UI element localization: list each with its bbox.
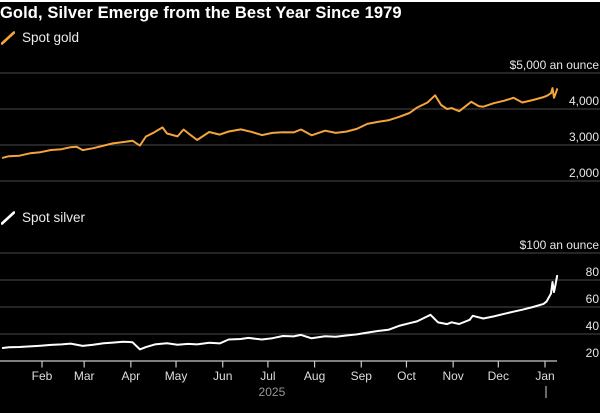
silver-slash-icon [1,210,15,225]
month-tick-label: Dec [488,369,509,383]
month-tick-label: Feb [32,369,53,383]
month-tick-label: Apr [122,369,141,383]
top-border-rule [0,0,600,2]
month-tick-label: Sep [351,369,373,383]
year-label: 2025 [259,385,286,399]
month-tick-label: May [165,369,188,383]
series-line-spot-silver [1,274,559,351]
legend-spot-gold-label: Spot gold [22,30,80,45]
legend-spot-silver-label: Spot silver [22,210,86,225]
gold-slash-icon [1,30,15,45]
y-tick-label: $5,000 an ounce [510,58,600,72]
month-tick-label: Nov [442,369,463,383]
y-tick-label: 3,000 [569,130,599,144]
y-tick-label: 20 [586,346,600,360]
y-tick-label: 4,000 [569,94,599,108]
month-tick-label: Jul [260,369,275,383]
y-tick-label: 2,000 [569,166,599,180]
chart-title: Gold, Silver Emerge from the Best Year S… [0,4,402,22]
month-tick-label: Mar [74,369,95,383]
y-tick-label: $100 an ounce [520,238,600,252]
y-tick-label: 80 [586,265,600,279]
series-line-spot-gold [1,87,559,159]
y-tick-label: 60 [586,292,600,306]
month-tick-label: Oct [397,369,416,383]
month-tick-label: Jan [535,369,554,383]
legend-spot-gold: Spot gold [1,30,79,45]
y-tick-label: 40 [586,319,600,333]
month-tick-label: Aug [304,369,325,383]
legend-spot-silver: Spot silver [1,210,85,225]
month-tick-label: Jun [213,369,232,383]
